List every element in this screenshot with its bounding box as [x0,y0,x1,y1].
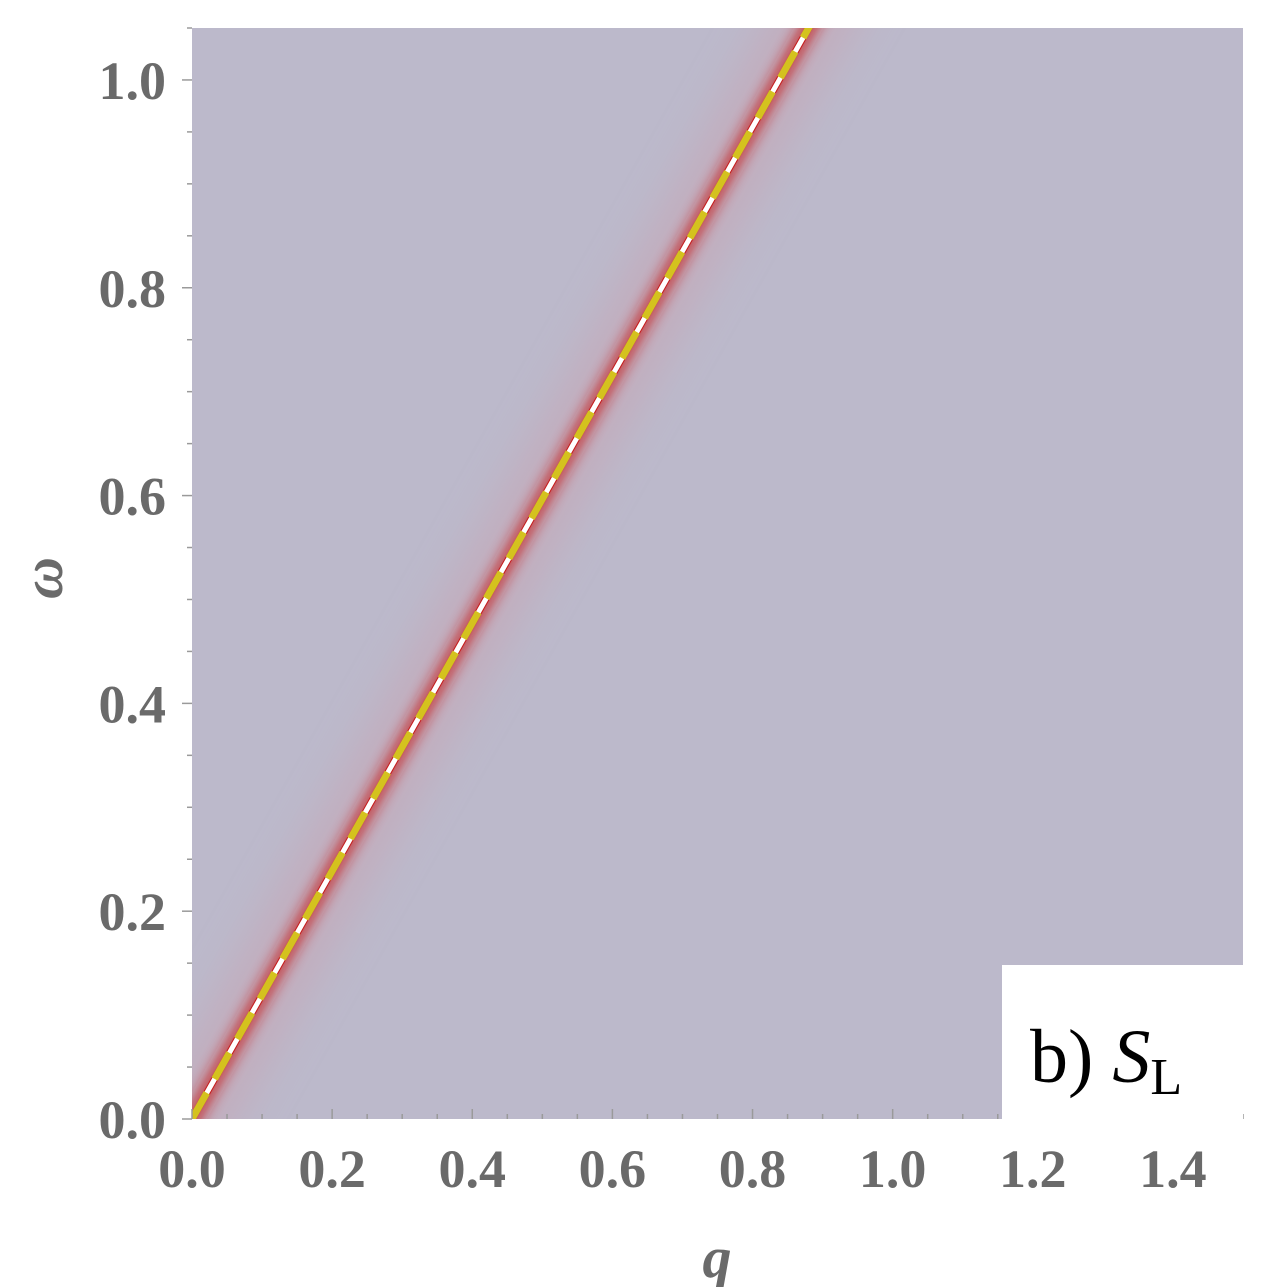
x-axis-label: q [703,1225,732,1287]
x-tick-label: 0.6 [579,1139,647,1199]
panel-label: b) SL [1030,1015,1182,1106]
y-axis-label: ω [10,557,75,599]
panel-label-box: b) SL [1002,965,1243,1119]
x-tick-label: 0.0 [158,1139,226,1199]
y-tick-label: 0.2 [99,882,167,942]
y-tick-label: 0.0 [99,1090,167,1150]
y-tick-label: 1.0 [99,51,167,111]
y-tick-label: 0.6 [99,467,167,527]
panel-label-prefix: b) [1030,1015,1112,1099]
y-tick-label: 0.4 [99,674,167,734]
intensity-layer [192,28,849,1119]
panel-label-symbol: S [1112,1015,1150,1099]
panel-label-subscript: L [1150,1049,1182,1106]
x-tick-label: 1.4 [1139,1139,1207,1199]
y-tick-label: 0.8 [99,259,167,319]
series-dashed-line [192,28,813,1119]
x-tick-label: 0.4 [439,1139,507,1199]
x-tick-label: 1.2 [999,1139,1067,1199]
x-tick-label: 1.0 [859,1139,927,1199]
x-tick-labels: 0.0 0.2 0.4 0.6 0.8 1.0 1.2 1.4 [158,1139,1206,1199]
x-tick-label: 0.8 [719,1139,787,1199]
x-tick-label: 0.2 [298,1139,366,1199]
y-tick-labels: 0.0 0.2 0.4 0.6 0.8 1.0 [99,51,167,1150]
